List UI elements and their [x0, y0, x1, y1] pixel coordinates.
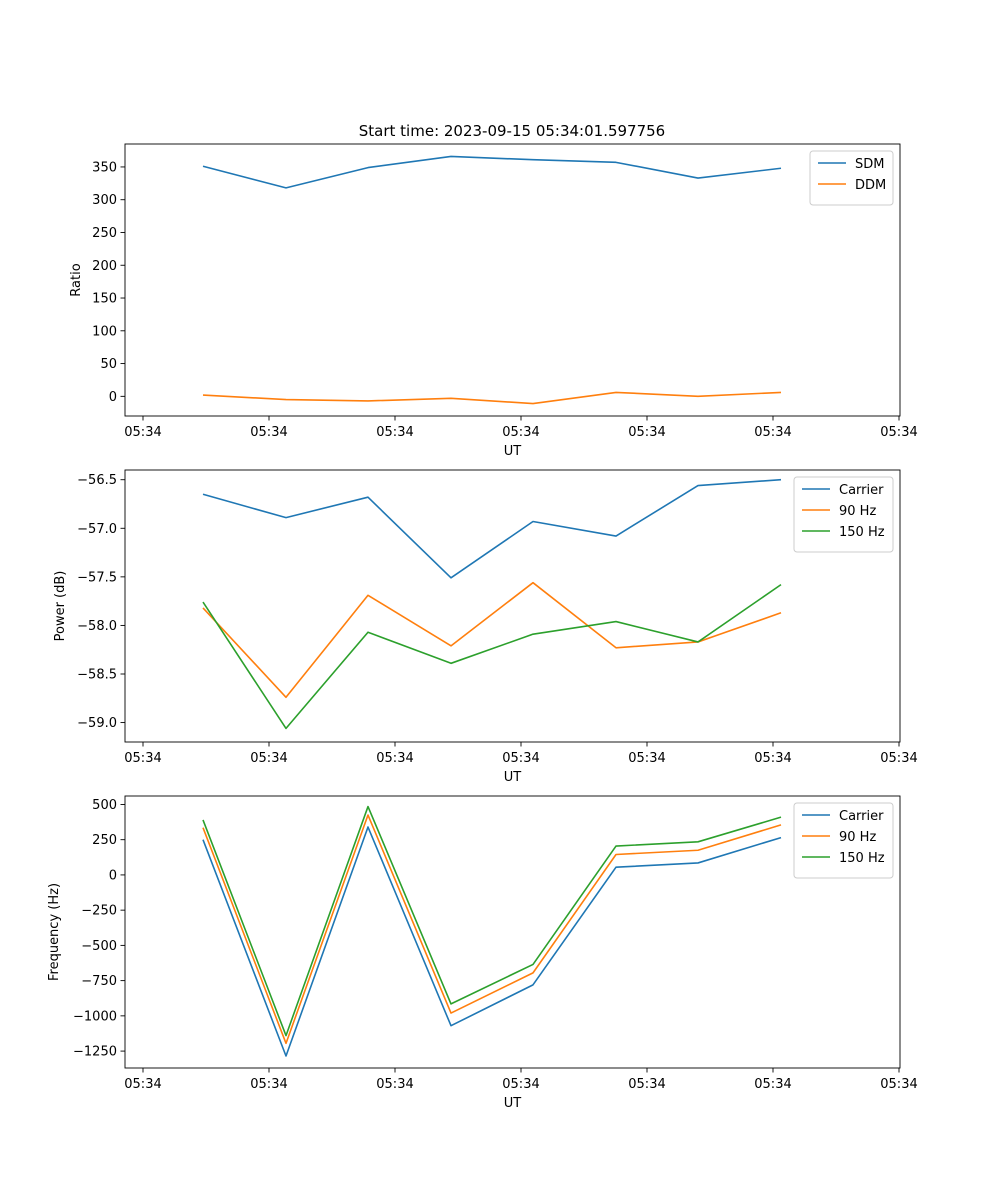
frequency-y-tick-label: −250	[81, 904, 117, 919]
power-x-tick-label: 05:34	[502, 751, 539, 766]
frequency-y-tick-label: −750	[81, 974, 117, 989]
panel-frequency: 05:34 05:34 05:34 05:34 05:34 05:34 05:34 UT −12…	[47, 795, 918, 1111]
ratio-axes-frame	[124, 143, 901, 417]
ratio-series-ddm	[202, 391, 782, 405]
panel-power: 05:34 05:34 05:34 05:34 05:34 05:34 05:34 UT −59…	[53, 469, 918, 785]
frequency-y-axis-label: Frequency (Hz)	[47, 883, 62, 981]
ratio-x-tick-label: 05:34	[250, 425, 287, 440]
power-y-tick-label: −57.5	[77, 570, 117, 585]
ratio-x-tick-label: 05:34	[124, 425, 161, 440]
frequency-x-tick-label: 05:34	[250, 1077, 287, 1092]
power-legend-label: 90 Hz	[839, 504, 876, 519]
power-y-tick-label: −58.0	[77, 619, 117, 634]
frequency-series-carrier	[202, 826, 782, 1057]
power-x-tick-label: 05:34	[124, 751, 161, 766]
power-y-tick-label: −57.0	[77, 522, 117, 537]
ratio-y-tick-label: 250	[92, 226, 117, 241]
panel-ratio: 05:34 05:34 05:34 05:34 05:34 05:34 05:34 UT 0 50…	[69, 143, 918, 459]
ratio-x-tick-label: 05:34	[376, 425, 413, 440]
ratio-y-tick-label: 200	[92, 259, 117, 274]
frequency-y-tick-label: 0	[109, 868, 117, 883]
frequency-y-tick-label: −500	[81, 939, 117, 954]
power-series-90-hz	[202, 581, 782, 699]
power-legend-label: Carrier	[839, 483, 884, 498]
power-legend-label: 150 Hz	[839, 525, 885, 540]
frequency-y-tick-label: −1000	[73, 1009, 117, 1024]
frequency-legend-label: 90 Hz	[839, 830, 876, 845]
frequency-legend-box	[793, 802, 894, 879]
ratio-x-tick-label: 05:34	[754, 425, 791, 440]
power-x-tick-label: 05:34	[250, 751, 287, 766]
frequency-y-tick-label: 500	[92, 798, 117, 813]
ratio-y-axis-label: Ratio	[69, 263, 84, 296]
ratio-x-tick-label: 05:34	[880, 425, 917, 440]
ratio-y-tick-label: 150	[92, 292, 117, 307]
ratio-x-tick-label: 05:34	[628, 425, 665, 440]
power-series-150-hz	[202, 583, 782, 730]
power-axes-frame	[124, 469, 901, 743]
ratio-y-tick-label: 300	[92, 193, 117, 208]
frequency-x-tick-label: 05:34	[880, 1077, 917, 1092]
power-legend-box	[793, 476, 894, 553]
frequency-x-tick-label: 05:34	[754, 1077, 791, 1092]
ratio-x-tick-label: 05:34	[502, 425, 539, 440]
ratio-legend: SDM DDM	[809, 150, 894, 206]
power-legend: Carrier 90 Hz 150 Hz	[793, 476, 894, 553]
frequency-series-90-hz	[202, 814, 782, 1045]
frequency-axes-frame	[124, 795, 901, 1069]
ratio-series-sdm	[202, 155, 782, 189]
ratio-y-tick-label: 350	[92, 160, 117, 175]
ratio-x-axis-label: UT	[504, 444, 522, 459]
frequency-legend: Carrier 90 Hz 150 Hz	[793, 802, 894, 879]
ratio-y-tick-label: 50	[100, 357, 117, 372]
frequency-x-tick-label: 05:34	[502, 1077, 539, 1092]
panels: 05:34 05:34 05:34 05:34 05:34 05:34 05:34 UT 0 50…	[47, 143, 918, 1111]
frequency-x-axis-label: UT	[504, 1096, 522, 1111]
frequency-y-tick-label: −1250	[73, 1045, 117, 1060]
power-x-tick-label: 05:34	[754, 751, 791, 766]
power-y-tick-label: −59.0	[77, 716, 117, 731]
ratio-y-tick-label: 100	[92, 324, 117, 339]
power-x-tick-label: 05:34	[376, 751, 413, 766]
power-x-tick-label: 05:34	[628, 751, 665, 766]
power-y-axis-label: Power (dB)	[53, 571, 68, 642]
frequency-legend-label: Carrier	[839, 809, 884, 824]
power-x-axis-label: UT	[504, 770, 522, 785]
frequency-x-tick-label: 05:34	[124, 1077, 161, 1092]
frequency-x-tick-label: 05:34	[628, 1077, 665, 1092]
ratio-y-tick-label: 0	[109, 390, 117, 405]
power-y-tick-label: −58.5	[77, 668, 117, 683]
power-x-tick-label: 05:34	[880, 751, 917, 766]
power-series-carrier	[202, 478, 782, 579]
frequency-y-tick-label: 250	[92, 833, 117, 848]
figure-title: Start time: 2023-09-15 05:34:01.597756	[359, 122, 665, 140]
frequency-x-tick-label: 05:34	[376, 1077, 413, 1092]
power-y-tick-label: −56.5	[77, 473, 117, 488]
ratio-legend-box	[809, 150, 894, 206]
ratio-legend-label: DDM	[855, 178, 886, 193]
frequency-series-150-hz	[202, 805, 782, 1037]
frequency-legend-label: 150 Hz	[839, 851, 885, 866]
ratio-legend-label: SDM	[855, 157, 884, 172]
